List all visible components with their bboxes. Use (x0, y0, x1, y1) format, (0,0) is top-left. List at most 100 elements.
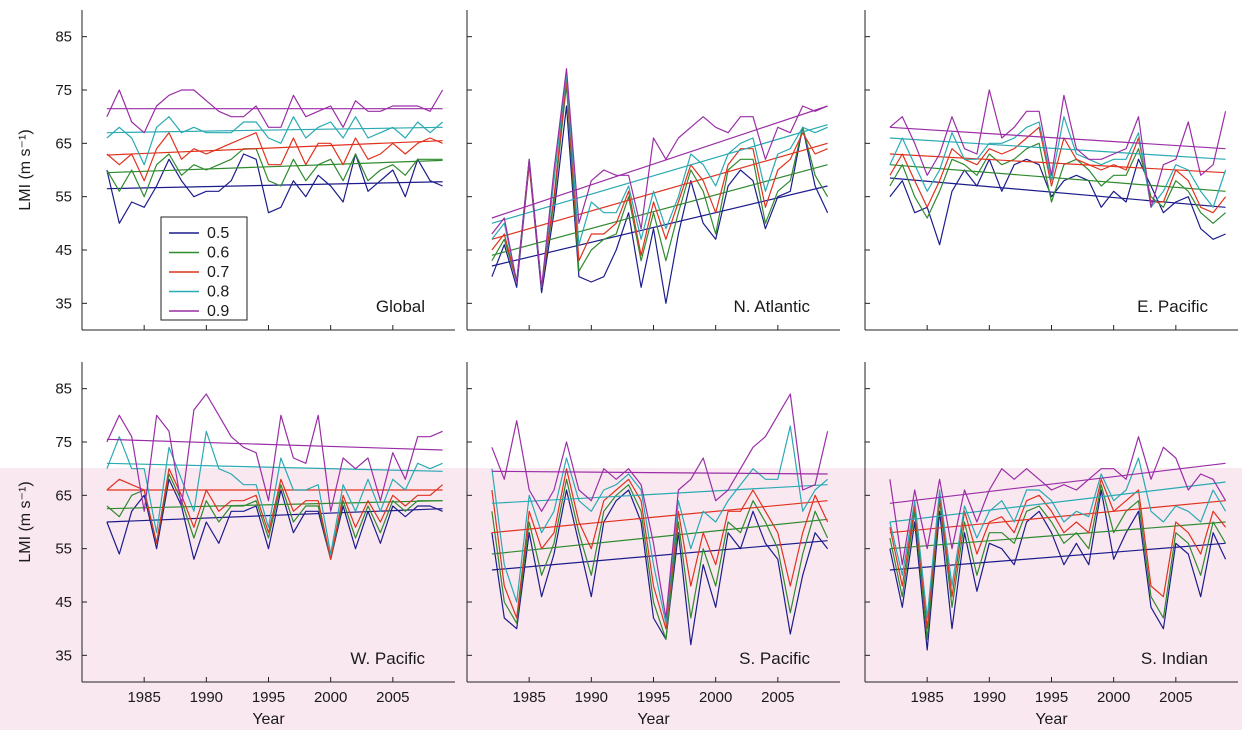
y-tick-label: 45 (55, 594, 72, 611)
y-tick-label: 35 (55, 647, 72, 664)
panel-title: E. Pacific (1137, 297, 1208, 316)
y-tick-label: 85 (55, 29, 72, 46)
trend-line-0-7 (491, 500, 828, 534)
trend-line-0-8 (106, 126, 443, 134)
x-axis-label: Year (637, 711, 670, 728)
x-tick-label: 1995 (637, 689, 670, 706)
panel-title: W. Pacific (350, 649, 425, 668)
legend-label: 0.7 (207, 264, 229, 281)
panel-title: N. Atlantic (733, 297, 810, 316)
panel-w-pacific: 35 45 55 65 75 85 1985 1990 1995 2000 2005 W. Pacif… (17, 362, 455, 728)
panel-title: S. Indian (1141, 649, 1208, 668)
x-tick-label: 2000 (314, 689, 347, 706)
series-line-0-5 (106, 153, 443, 224)
trend-line-0-7 (889, 500, 1226, 534)
x-tick-label: 1990 (190, 689, 223, 706)
series-line-0-8 (491, 73, 828, 288)
y-tick-label: 55 (55, 541, 72, 558)
panel-e-pacific: E. Pacific (864, 10, 1238, 331)
x-tick-label: 2005 (376, 689, 409, 706)
trend-line-0-6 (106, 159, 443, 174)
x-tick-label: 1985 (910, 689, 943, 706)
series-line-0-6 (889, 142, 1226, 224)
trend-line-0-5 (491, 185, 828, 267)
x-tick-label: 1985 (512, 689, 545, 706)
series-line-0-7 (106, 468, 443, 560)
trend-line-0-9 (491, 470, 828, 475)
panel-title: S. Pacific (739, 649, 810, 668)
y-tick-label: 65 (55, 135, 72, 152)
legend-label: 0.9 (207, 303, 229, 320)
series-line-0-5 (491, 105, 829, 304)
trend-line-0-8 (106, 462, 443, 472)
series-line-0-9 (889, 89, 1227, 208)
x-tick-label: 1995 (1035, 689, 1068, 706)
legend-label: 0.6 (207, 245, 229, 262)
series-line-0-7 (889, 478, 1227, 630)
series-line-0-6 (889, 484, 1227, 640)
legend-label: 0.8 (207, 284, 229, 301)
series-line-0-7 (491, 78, 828, 288)
x-tick-label: 2005 (1159, 689, 1192, 706)
highlight-overlay (0, 468, 1242, 730)
y-tick-label: 85 (55, 381, 72, 398)
series-line-0-9 (106, 393, 443, 512)
y-tick-label: 45 (55, 242, 72, 259)
x-tick-label: 1995 (252, 689, 285, 706)
y-tick-label: 55 (55, 189, 72, 206)
trend-line-0-8 (491, 484, 828, 504)
trend-line-0-7 (889, 153, 1226, 174)
x-tick-label: 1990 (973, 689, 1006, 706)
series-line-0-5 (106, 478, 443, 560)
x-tick-label: 1985 (127, 689, 160, 706)
series-line-0-9 (491, 68, 828, 288)
series-line-0-7 (491, 468, 829, 630)
y-tick-label: 75 (55, 434, 72, 451)
series-line-0-9 (491, 393, 829, 619)
x-tick-label: 2000 (1097, 689, 1130, 706)
series-line-0-7 (106, 132, 443, 182)
trend-line-0-9 (491, 105, 828, 219)
x-tick-label: 1990 (575, 689, 608, 706)
legend-label: 0.5 (207, 225, 229, 242)
panel-global: 35 45 55 65 75 85 Global LMI (m s⁻¹) (17, 10, 455, 331)
series-line-0-6 (106, 148, 443, 198)
legend-box (160, 216, 248, 321)
y-tick-label: 35 (55, 295, 72, 312)
panel-s-pacific: 1985 1990 1995 2000 2005 S. Pacific Year (466, 362, 840, 728)
trend-line-0-7 (106, 140, 443, 156)
series-line-0-9 (889, 436, 1227, 566)
series-line-0-6 (491, 84, 829, 288)
legend: 0.5 0.6 0.7 0.8 0.9 (160, 216, 248, 321)
series-line-0-8 (491, 425, 828, 624)
series-line-0-7 (889, 126, 1227, 214)
series-line-0-8 (889, 457, 1227, 619)
trend-line-0-9 (889, 462, 1226, 504)
trend-line-0-8 (889, 137, 1226, 160)
series-line-0-8 (106, 430, 443, 555)
series-line-0-5 (889, 489, 1227, 651)
series-line-0-6 (491, 478, 829, 640)
series-line-0-5 (491, 489, 829, 646)
x-axis-label: Year (1035, 711, 1068, 728)
y-tick-label: 75 (55, 82, 72, 99)
trend-line-0-5 (889, 177, 1226, 208)
trend-line-0-9 (889, 126, 1226, 150)
x-tick-label: 2005 (761, 689, 794, 706)
panel-s-indian: 1985 1990 1995 2000 2005 S. Indian Year (864, 362, 1238, 728)
trend-line-0-5 (106, 181, 443, 190)
y-axis-label: LMI (m s⁻¹) (17, 481, 34, 562)
trend-line-0-5 (106, 508, 443, 523)
trend-line-0-8 (491, 124, 828, 224)
y-tick-label: 65 (55, 487, 72, 504)
trend-line-0-5 (491, 540, 828, 571)
panel-n-atlantic: N. Atlantic (466, 10, 840, 331)
series-line-0-8 (106, 116, 443, 166)
trend-line-0-9 (106, 438, 443, 451)
y-axis-label: LMI (m s⁻¹) (17, 129, 34, 210)
x-axis-label: Year (252, 711, 285, 728)
trend-line-0-6 (491, 518, 828, 555)
series-line-0-5 (889, 158, 1226, 246)
x-tick-label: 2000 (699, 689, 732, 706)
